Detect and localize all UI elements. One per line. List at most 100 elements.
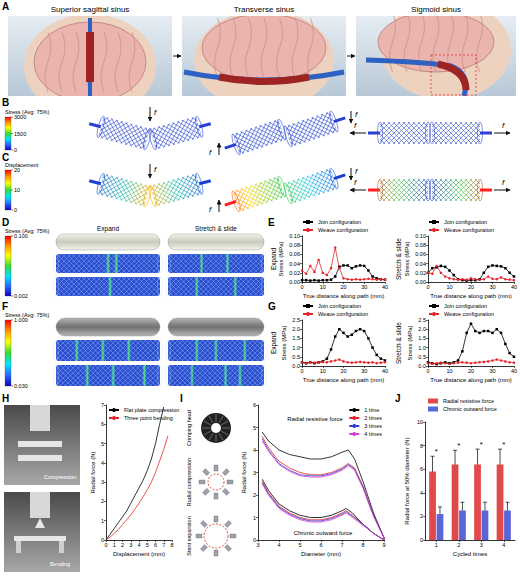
svg-text:Stent expansion: Stent expansion — [186, 516, 192, 555]
svg-text:30: 30 — [489, 284, 495, 290]
svg-text:f: f — [209, 148, 212, 157]
svg-text:20: 20 — [468, 284, 474, 290]
svg-text:20: 20 — [340, 368, 346, 374]
svg-text:6: 6 — [101, 421, 104, 427]
svg-text:D: D — [2, 217, 9, 228]
svg-text:Compression: Compression — [44, 474, 76, 480]
svg-text:2: 2 — [457, 542, 460, 548]
svg-text:*: * — [457, 441, 460, 450]
svg-text:0.0: 0.0 — [418, 363, 426, 369]
svg-text:Transverse sinus: Transverse sinus — [234, 5, 295, 14]
svg-text:Chronic outward force: Chronic outward force — [294, 530, 353, 536]
svg-text:Flat plate compression: Flat plate compression — [124, 407, 179, 413]
svg-text:40: 40 — [382, 368, 388, 374]
svg-text:f: f — [355, 167, 358, 176]
svg-text:0.04: 0.04 — [289, 261, 300, 267]
svg-text:1.0: 1.0 — [418, 345, 426, 351]
svg-text:6: 6 — [253, 402, 256, 408]
svg-text:3: 3 — [101, 479, 104, 485]
svg-text:1.5: 1.5 — [418, 335, 426, 341]
svg-text:10: 10 — [446, 368, 452, 374]
svg-text:Bending: Bending — [50, 561, 70, 567]
svg-text:0.00: 0.00 — [415, 279, 426, 285]
svg-text:2 times: 2 times — [364, 415, 382, 421]
svg-text:4: 4 — [101, 460, 104, 466]
svg-text:Stress (MPa): Stress (MPa) — [404, 241, 410, 276]
svg-text:Sigmoid sinus: Sigmoid sinus — [411, 5, 461, 14]
svg-text:4: 4 — [253, 447, 256, 453]
svg-text:Superior sagittal sinus: Superior sagittal sinus — [51, 5, 130, 14]
svg-text:7: 7 — [101, 402, 104, 408]
svg-text:0.002: 0.002 — [14, 293, 28, 299]
svg-text:20: 20 — [340, 284, 346, 290]
svg-text:Radial force (N): Radial force (N) — [90, 451, 96, 493]
svg-text:1 time: 1 time — [364, 407, 379, 413]
svg-text:f: f — [502, 178, 505, 187]
svg-text:f: f — [502, 121, 505, 130]
svg-text:Weave configuration: Weave configuration — [444, 311, 494, 317]
svg-text:30: 30 — [489, 368, 495, 374]
svg-text:f: f — [209, 205, 212, 214]
svg-text:0: 0 — [426, 368, 429, 374]
svg-text:0.10: 0.10 — [289, 233, 300, 239]
svg-text:3: 3 — [129, 542, 132, 548]
svg-text:0.06: 0.06 — [289, 251, 300, 257]
svg-text:1: 1 — [253, 515, 256, 521]
svg-text:Weave configuration: Weave configuration — [444, 227, 494, 233]
svg-text:Join configuration: Join configuration — [318, 219, 361, 225]
svg-text:Stress (MPa): Stress (MPa) — [281, 325, 287, 360]
svg-text:1500: 1500 — [14, 131, 26, 137]
svg-text:2: 2 — [101, 498, 104, 504]
svg-text:J: J — [395, 393, 401, 404]
svg-text:Expand: Expand — [270, 332, 278, 354]
svg-text:2.0: 2.0 — [418, 326, 426, 332]
svg-text:0: 0 — [300, 284, 303, 290]
svg-text:H: H — [2, 393, 9, 404]
svg-text:True distance along path (mm): True distance along path (mm) — [303, 377, 384, 383]
svg-text:Displacement: Displacement — [5, 162, 39, 168]
svg-text:f: f — [354, 178, 357, 187]
svg-text:4 times: 4 times — [364, 431, 382, 437]
svg-text:4: 4 — [420, 490, 423, 496]
svg-text:*: * — [480, 440, 483, 449]
svg-text:True distance along path (mm): True distance along path (mm) — [430, 377, 511, 383]
svg-text:Stress (MPa): Stress (MPa) — [278, 241, 284, 276]
svg-text:5: 5 — [253, 425, 256, 431]
svg-text:Radial resistive force: Radial resistive force — [443, 398, 494, 404]
svg-text:9: 9 — [382, 542, 385, 548]
svg-text:7: 7 — [340, 542, 343, 548]
svg-text:G: G — [268, 301, 276, 312]
svg-text:8: 8 — [361, 542, 364, 548]
svg-text:0.030: 0.030 — [14, 383, 28, 389]
svg-text:Join configuration: Join configuration — [444, 303, 487, 309]
svg-text:f: f — [154, 165, 157, 174]
svg-text:Expand: Expand — [270, 248, 278, 270]
svg-text:f: f — [354, 121, 357, 130]
svg-text:0.06: 0.06 — [415, 251, 426, 257]
svg-text:B: B — [2, 97, 9, 108]
svg-text:Radial force at 50% diameter (: Radial force at 50% diameter (N) — [404, 437, 410, 524]
svg-text:True distance along path (mm): True distance along path (mm) — [303, 293, 384, 299]
svg-text:0.02: 0.02 — [415, 270, 426, 276]
svg-text:3: 3 — [256, 542, 259, 548]
svg-text:Stress (Avg: 75%): Stress (Avg: 75%) — [5, 109, 49, 115]
svg-text:Diameter (mm): Diameter (mm) — [301, 551, 341, 557]
svg-text:3 times: 3 times — [364, 423, 382, 429]
svg-text:0: 0 — [300, 368, 303, 374]
svg-text:0.08: 0.08 — [415, 242, 426, 248]
svg-text:*: * — [502, 440, 505, 449]
svg-text:10: 10 — [14, 187, 20, 193]
svg-text:A: A — [2, 1, 9, 12]
svg-text:Radial compression: Radial compression — [186, 458, 192, 506]
svg-text:1: 1 — [435, 542, 438, 548]
svg-text:Expand: Expand — [97, 225, 119, 233]
svg-text:4: 4 — [502, 542, 505, 548]
svg-text:3: 3 — [253, 470, 256, 476]
svg-text:40: 40 — [382, 284, 388, 290]
svg-text:Stretch & slide: Stretch & slide — [395, 238, 402, 280]
svg-text:40: 40 — [511, 284, 517, 290]
svg-text:30: 30 — [361, 284, 367, 290]
svg-text:Crimping head: Crimping head — [186, 410, 192, 446]
svg-text:0.00: 0.00 — [289, 279, 300, 285]
svg-text:Join configuration: Join configuration — [318, 303, 361, 309]
